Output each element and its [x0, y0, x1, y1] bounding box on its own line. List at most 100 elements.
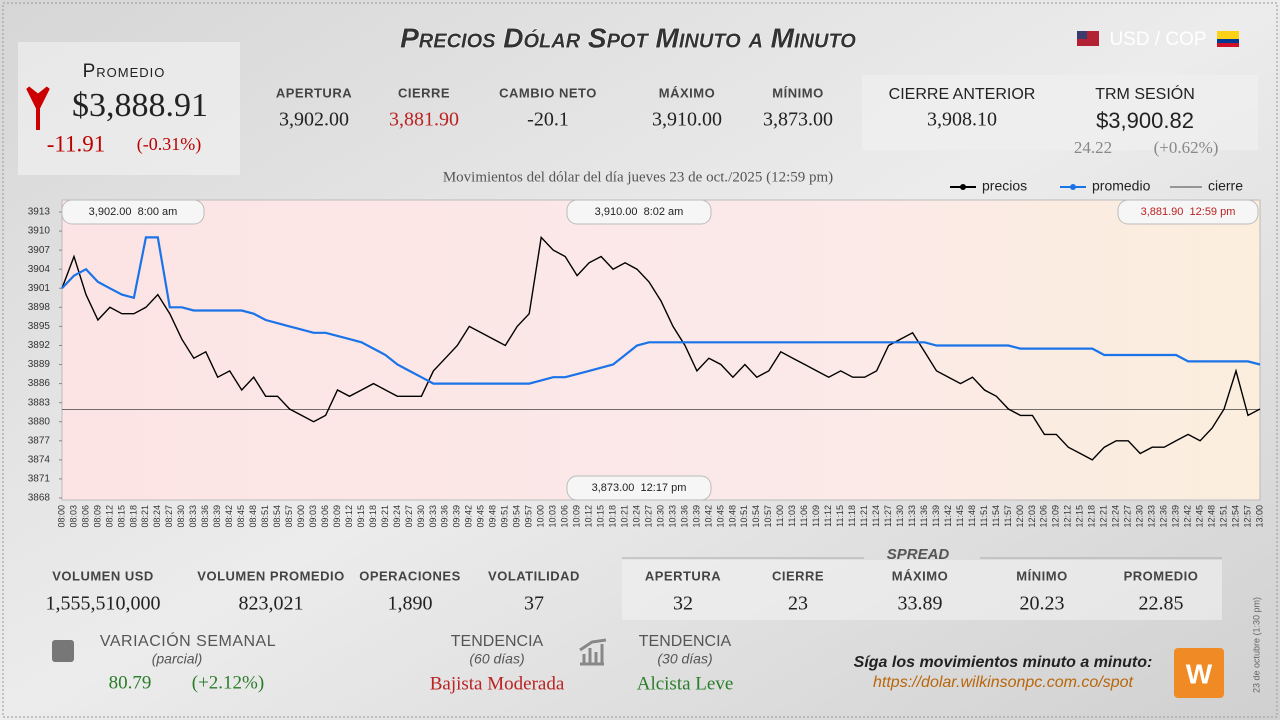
previous-box: [862, 75, 1258, 150]
summary-box: [18, 42, 240, 175]
x-tick-label: 08:48: [248, 505, 258, 528]
x-tick-label: 09:24: [392, 505, 402, 528]
x-tick-label: 08:24: [152, 505, 162, 528]
us-flag-canton: [1077, 31, 1087, 39]
footer-prompt: Síga los movimientos minuto a minuto:: [854, 654, 1153, 671]
spread-value: 33.89: [898, 593, 943, 615]
weekly-value: 80.79: [109, 672, 152, 693]
x-tick-label: 11:00: [775, 505, 785, 527]
trend-label: Tendencia: [639, 633, 732, 650]
x-tick-label: 12:09: [1051, 505, 1061, 528]
x-tick-label: 10:45: [715, 505, 725, 528]
stat-label: Cambio neto: [499, 85, 597, 100]
series-line: [61, 235, 1261, 461]
legend-dot: [1070, 184, 1076, 190]
x-tick-label: 12:48: [1206, 505, 1216, 528]
x-tick-label: 10:24: [631, 505, 641, 528]
side-note: 23 de octubre (1:30 pm): [1251, 597, 1261, 693]
y-tick-label: 3913: [28, 207, 51, 218]
y-tick-label: 3868: [28, 493, 51, 504]
x-tick-label: 12:36: [1159, 505, 1169, 528]
stat-value: 3,881.90: [389, 109, 459, 131]
stat-label: Mínimo: [772, 85, 823, 100]
y-tick-label: 3898: [28, 302, 51, 313]
x-tick-label: 08:51: [260, 505, 270, 528]
logo[interactable]: [1174, 648, 1224, 698]
x-tick-label: 10:18: [607, 505, 617, 528]
trend-period: (60 días): [469, 651, 524, 667]
x-tick-label: 11:57: [1003, 505, 1013, 527]
x-tick-label: 12:42: [1182, 505, 1192, 528]
x-tick-label: 09:48: [488, 505, 498, 528]
x-tick-label: 12:27: [1123, 505, 1133, 528]
x-tick-label: 12:03: [1027, 505, 1037, 528]
annotation: 3,910.00 8:02 am: [595, 206, 684, 218]
footer-url[interactable]: https://dolar.wilkinsonpc.com.co/spot: [873, 674, 1134, 691]
x-tick-label: 09:57: [524, 505, 534, 528]
trm-label: TRM sesión: [1095, 84, 1195, 103]
spread-value: 32: [673, 593, 693, 615]
stat-value: -20.1: [527, 109, 569, 131]
volume-label: Volumen promedio: [197, 568, 344, 583]
weekly-label: Variación semanal: [100, 631, 276, 650]
x-tick-label: 10:12: [583, 505, 593, 528]
summary-value: $3,888.91: [72, 87, 208, 124]
x-tick-label: 11:03: [787, 505, 797, 527]
x-tick-label: 11:27: [883, 505, 893, 527]
volume-value: 1,555,510,000: [46, 593, 161, 615]
x-tick-label: 09:54: [512, 505, 522, 528]
x-tick-label: 10:57: [763, 505, 773, 528]
x-tick-label: 10:51: [739, 505, 749, 528]
volume-value: 823,021: [239, 593, 304, 615]
y-tick-label: 3892: [28, 340, 51, 351]
previous-value: 3,908.10: [927, 109, 997, 131]
x-tick-label: 09:36: [440, 505, 450, 528]
x-tick-label: 08:42: [224, 505, 234, 528]
x-tick-label: 09:03: [308, 505, 318, 528]
spread-value: 23: [788, 593, 808, 615]
pair: USD / COP: [1109, 29, 1206, 50]
x-tick-label: 09:42: [464, 505, 474, 528]
x-tick-label: 09:18: [368, 505, 378, 528]
x-tick-label: 10:33: [667, 505, 677, 528]
series-line: [61, 236, 1261, 385]
weekly-pct: (+2.12%): [192, 672, 264, 693]
x-tick-label: 08:03: [68, 505, 78, 528]
x-tick-label: 10:09: [572, 505, 582, 528]
down-arrow: [26, 86, 50, 130]
legend-label: promedio: [1092, 178, 1151, 194]
x-tick-label: 10:21: [619, 505, 629, 528]
spread-value: 20.23: [1020, 593, 1065, 615]
x-tick-label: 11:30: [895, 505, 905, 527]
x-tick-label: 10:48: [727, 505, 737, 528]
previous-label: Cierre anterior: [889, 86, 1036, 103]
co-flag: [1217, 31, 1239, 39]
trm-value: $3,900.82: [1096, 108, 1194, 133]
x-tick-label: 11:09: [811, 505, 821, 527]
x-tick-label: 12:00: [1015, 505, 1025, 528]
x-tick-label: 08:21: [140, 505, 150, 528]
stat-label: Apertura: [276, 85, 352, 100]
legend-label: cierre: [1208, 178, 1243, 194]
x-tick-label: 09:15: [356, 505, 366, 528]
spread-value: 22.85: [1139, 593, 1184, 615]
x-tick-label: 11:12: [823, 505, 833, 527]
spread-label: Máximo: [892, 568, 948, 583]
chart-subtitle: Movimientos del dólar del día jueves 23 …: [443, 169, 833, 185]
trend-label: Tendencia: [451, 633, 544, 650]
x-tick-label: 12:21: [1099, 505, 1109, 528]
x-tick-label: 08:54: [272, 505, 282, 528]
x-tick-label: 08:18: [128, 505, 138, 528]
x-tick-label: 12:57: [1242, 505, 1252, 528]
y-tick-label: 3904: [28, 264, 51, 275]
x-tick-label: 08:12: [104, 505, 114, 528]
x-tick-label: 08:06: [80, 505, 90, 528]
x-tick-label: 11:18: [847, 505, 857, 527]
x-tick-label: 09:06: [320, 505, 330, 528]
x-tick-label: 09:12: [344, 505, 354, 528]
x-tick-label: 08:09: [92, 505, 102, 528]
volume-label: Volumen USD: [52, 568, 154, 583]
logo-mark: W: [1186, 658, 1213, 689]
x-tick-label: 10:06: [560, 505, 570, 528]
y-tick-label: 3910: [28, 226, 51, 237]
